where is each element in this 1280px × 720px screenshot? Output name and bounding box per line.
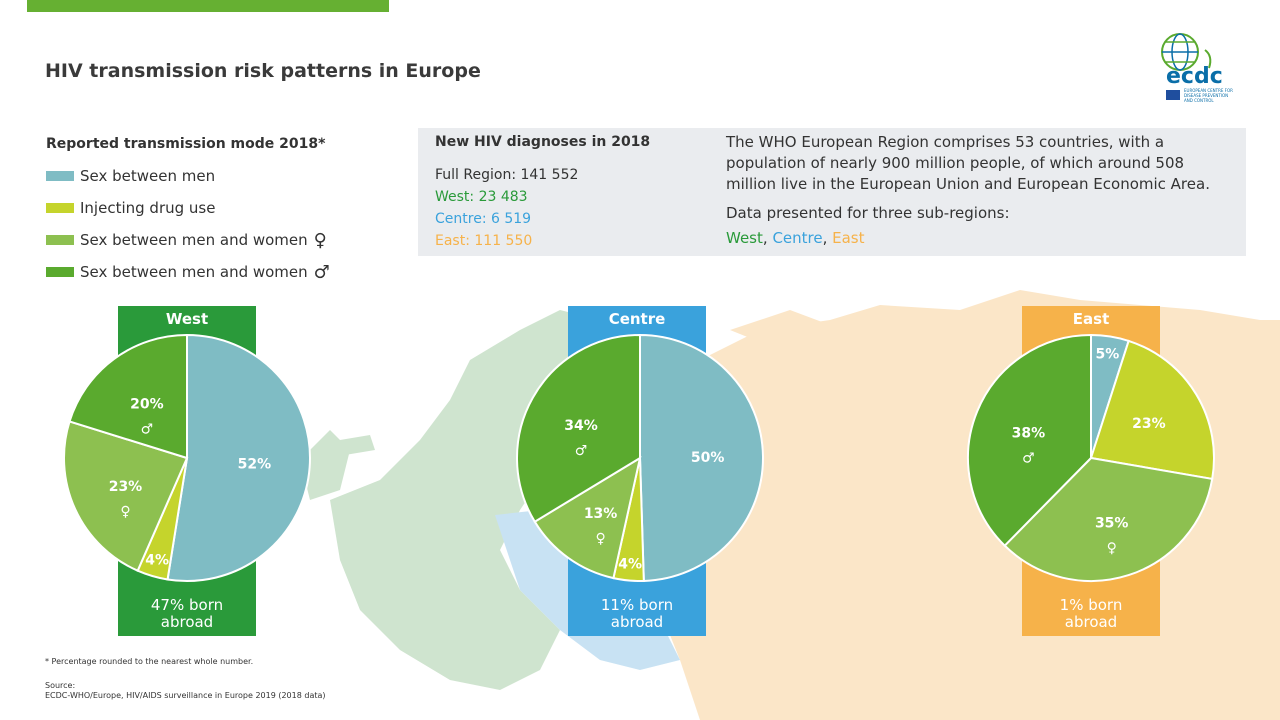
east-pie-chart: 5% 23% 35% ♀ 38% ♂	[967, 333, 1215, 582]
slice-injecting-drug-use	[1089, 339, 1215, 481]
eu-flag-icon	[1166, 90, 1180, 100]
slice-sex-between-men	[639, 333, 765, 582]
slice-label: 4%	[145, 552, 169, 568]
legend-item-heterosexual-women: Sex between men and women ♀	[46, 229, 327, 251]
slice-heterosexual-women	[533, 455, 642, 580]
slice-heterosexual-men	[68, 333, 188, 460]
slice-label: 50%	[691, 450, 725, 466]
legend-item-injecting-drug-use: Injecting drug use	[46, 198, 215, 218]
slice-label: 13%	[584, 506, 618, 522]
logo-subtitle: EUROPEAN CENTRE FOR DISEASE PREVENTION A…	[1184, 88, 1233, 103]
east-count: East: 111 550	[435, 233, 533, 249]
centre-footer-line2: abroad	[610, 613, 664, 631]
source-text: ECDC-WHO/Europe, HIV/AIDS surveillance i…	[45, 691, 326, 700]
legend-item-sex-between-men: Sex between men	[46, 166, 215, 186]
slice-label: 38%	[1012, 425, 1046, 441]
west-footer-line1: 47% born	[150, 596, 224, 614]
infobox-heading: New HIV diagnoses in 2018	[435, 134, 651, 150]
centre-footer-line1: 11% born	[600, 596, 674, 614]
slice-heterosexual-women	[1003, 456, 1214, 582]
west-born-abroad: 47% born abroad	[118, 597, 256, 631]
male-symbol-icon: ♂	[575, 443, 588, 459]
subregions-list: West, Centre, East	[726, 229, 865, 247]
map-west-iceland	[340, 435, 375, 455]
centre-pie-chart: 50% 4% 13% ♀ 34% ♂	[516, 333, 765, 582]
legend-swatch	[46, 235, 74, 245]
male-symbol-icon: ♂	[1022, 450, 1035, 466]
slice-label: 23%	[109, 479, 143, 495]
subregion-centre: Centre	[772, 229, 823, 247]
male-symbol-icon: ♂	[141, 422, 154, 438]
legend-label: Injecting drug use	[80, 199, 216, 217]
female-symbol-icon: ♀	[120, 504, 130, 520]
subregions-intro: Data presented for three sub-regions:	[726, 204, 1010, 222]
female-symbol-icon: ♀	[595, 531, 605, 547]
west-count: West: 23 483	[435, 189, 528, 205]
map-west-uk	[300, 430, 350, 500]
legend-swatch	[46, 171, 74, 181]
slice-label: 35%	[1095, 515, 1129, 531]
female-symbol-icon: ♀	[313, 229, 327, 251]
slice-label: 5%	[1095, 346, 1119, 362]
east-born-abroad: 1% born abroad	[1022, 597, 1160, 631]
male-symbol-icon: ♂	[313, 261, 330, 283]
slice-label: 23%	[1132, 416, 1166, 432]
legend-swatch	[46, 267, 74, 277]
centre-born-abroad: 11% born abroad	[568, 597, 706, 631]
legend-label: Sex between men and women	[80, 231, 308, 249]
east-footer-line2: abroad	[1064, 613, 1118, 631]
female-symbol-icon: ♀	[1107, 540, 1117, 556]
top-accent-bar	[27, 0, 389, 12]
full-region-count: Full Region: 141 552	[435, 167, 579, 183]
slice-label: 20%	[130, 397, 164, 413]
separator: ,	[822, 229, 833, 247]
east-footer-line1: 1% born	[1059, 596, 1123, 614]
slice-heterosexual-men	[967, 333, 1092, 548]
footnote: * Percentage rounded to the nearest whol…	[45, 657, 254, 666]
source: Source: ECDC-WHO/Europe, HIV/AIDS survei…	[45, 681, 326, 701]
legend-label: Sex between men and women	[80, 263, 308, 281]
slice-label: 34%	[564, 418, 598, 434]
logo-wordmark: ecdc	[1166, 64, 1223, 89]
east-region-label: East	[1072, 310, 1110, 328]
west-pie-chart: 52% 4% 23% ♀ 20% ♂	[63, 333, 311, 582]
slice-heterosexual-women	[63, 420, 189, 572]
slice-label: 52%	[238, 456, 272, 472]
source-label: Source:	[45, 681, 76, 690]
slice-label: 4%	[618, 556, 642, 572]
diagnoses-info-box: New HIV diagnoses in 2018 Full Region: 1…	[418, 128, 1246, 256]
legend-swatch	[46, 203, 74, 213]
globe-icon	[1161, 33, 1212, 71]
ecdc-logo: ecdc EUROPEAN CENTRE FOR DISEASE PREVENT…	[1150, 30, 1240, 110]
centre-count: Centre: 6 519	[435, 211, 532, 227]
subregion-west: West	[726, 229, 763, 247]
subregion-east: East	[832, 229, 865, 247]
slice-sex-between-men	[166, 333, 311, 582]
west-region-label: West	[165, 310, 209, 328]
region-description: The WHO European Region comprises 53 cou…	[726, 133, 1210, 193]
slice-heterosexual-men	[516, 333, 641, 524]
legend-title: Reported transmission mode 2018*	[46, 136, 326, 152]
west-footer-line2: abroad	[160, 613, 214, 631]
legend-label: Sex between men	[80, 167, 216, 185]
legend-item-heterosexual-men: Sex between men and women ♂	[46, 261, 330, 283]
page-title: HIV transmission risk patterns in Europe	[45, 60, 481, 82]
separator: ,	[762, 229, 773, 247]
centre-region-label: Centre	[608, 310, 666, 328]
map-east-islands	[730, 310, 830, 350]
